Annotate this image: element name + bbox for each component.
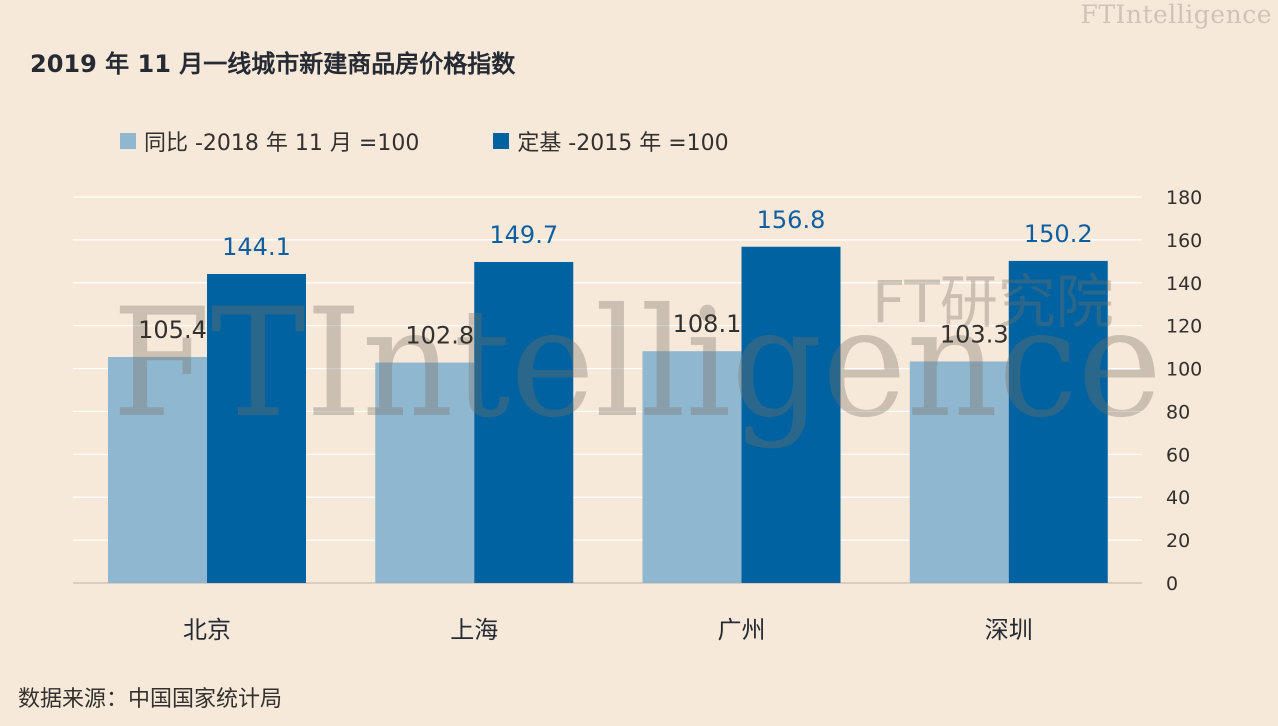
- y-tick-label: 0: [1166, 573, 1178, 595]
- x-category-label: 深圳: [985, 616, 1033, 644]
- watermark-text: FTIntelligence: [112, 277, 1162, 451]
- data-label-yoy: 103.3: [940, 320, 1009, 348]
- brand-logo: FTIntelligence: [1080, 0, 1272, 29]
- source-note: 数据来源：中国国家统计局: [18, 687, 283, 712]
- x-category-label: 北京: [183, 616, 231, 644]
- bar-fixed-base: [1008, 260, 1108, 583]
- x-category-label: 上海: [450, 616, 498, 644]
- bar-fixed-base: [207, 273, 306, 583]
- data-label-yoy: 105.4: [138, 316, 207, 344]
- y-tick-label: 20: [1166, 530, 1190, 552]
- data-label-fixed-base: 144.1: [222, 233, 291, 261]
- chart-title: 2019 年 11 月一线城市新建商品房价格指数: [30, 50, 516, 78]
- y-tick-label: 80: [1166, 401, 1190, 423]
- y-tick-label: 140: [1166, 273, 1202, 295]
- legend-swatch-yoy: [120, 133, 136, 149]
- legend: 同比 -2018 年 11 月 =100 定基 -2015 年 =100: [120, 125, 803, 157]
- bar-fixed-base: [474, 261, 574, 583]
- legend-swatch-fixed-base: [493, 133, 510, 149]
- watermark-subtext: FT研究院: [872, 268, 1114, 336]
- bar-yoy: [108, 356, 207, 583]
- legend-item-fixed-base: 定基 -2015 年 =100: [493, 125, 729, 157]
- data-label-fixed-base: 149.7: [489, 221, 558, 249]
- bar-yoy: [375, 362, 475, 583]
- data-label-fixed-base: 156.8: [757, 206, 826, 234]
- data-label-fixed-base: 150.2: [1024, 220, 1093, 248]
- y-tick-label: 40: [1166, 487, 1190, 509]
- bar-fixed-base: [741, 246, 841, 584]
- y-tick-label: 120: [1166, 316, 1202, 338]
- y-tick-label: 100: [1166, 359, 1202, 381]
- legend-label-fixed-base: 定基 -2015 年 =100: [517, 131, 729, 156]
- data-label-yoy: 108.1: [673, 310, 742, 338]
- y-tick-label: 160: [1166, 230, 1202, 252]
- bars: [108, 246, 1108, 584]
- legend-item-yoy: 同比 -2018 年 11 月 =100: [120, 125, 419, 157]
- x-category-label: 广州: [718, 616, 766, 644]
- bar-yoy: [642, 351, 742, 583]
- y-tick-label: 180: [1166, 187, 1202, 209]
- y-tick-label: 60: [1166, 444, 1190, 466]
- axes: 0 20 40 60 80 100 120 140 160 180 北京 上海 广州 深圳: [183, 187, 1202, 644]
- legend-label-yoy: 同比 -2018 年 11 月 =100: [144, 131, 420, 156]
- data-labels: 105.4 144.1 102.8 149.7 108.1 156.8 103.3 150.2: [138, 206, 1092, 350]
- data-label-yoy: 102.8: [405, 322, 474, 350]
- bar-yoy: [909, 361, 1009, 583]
